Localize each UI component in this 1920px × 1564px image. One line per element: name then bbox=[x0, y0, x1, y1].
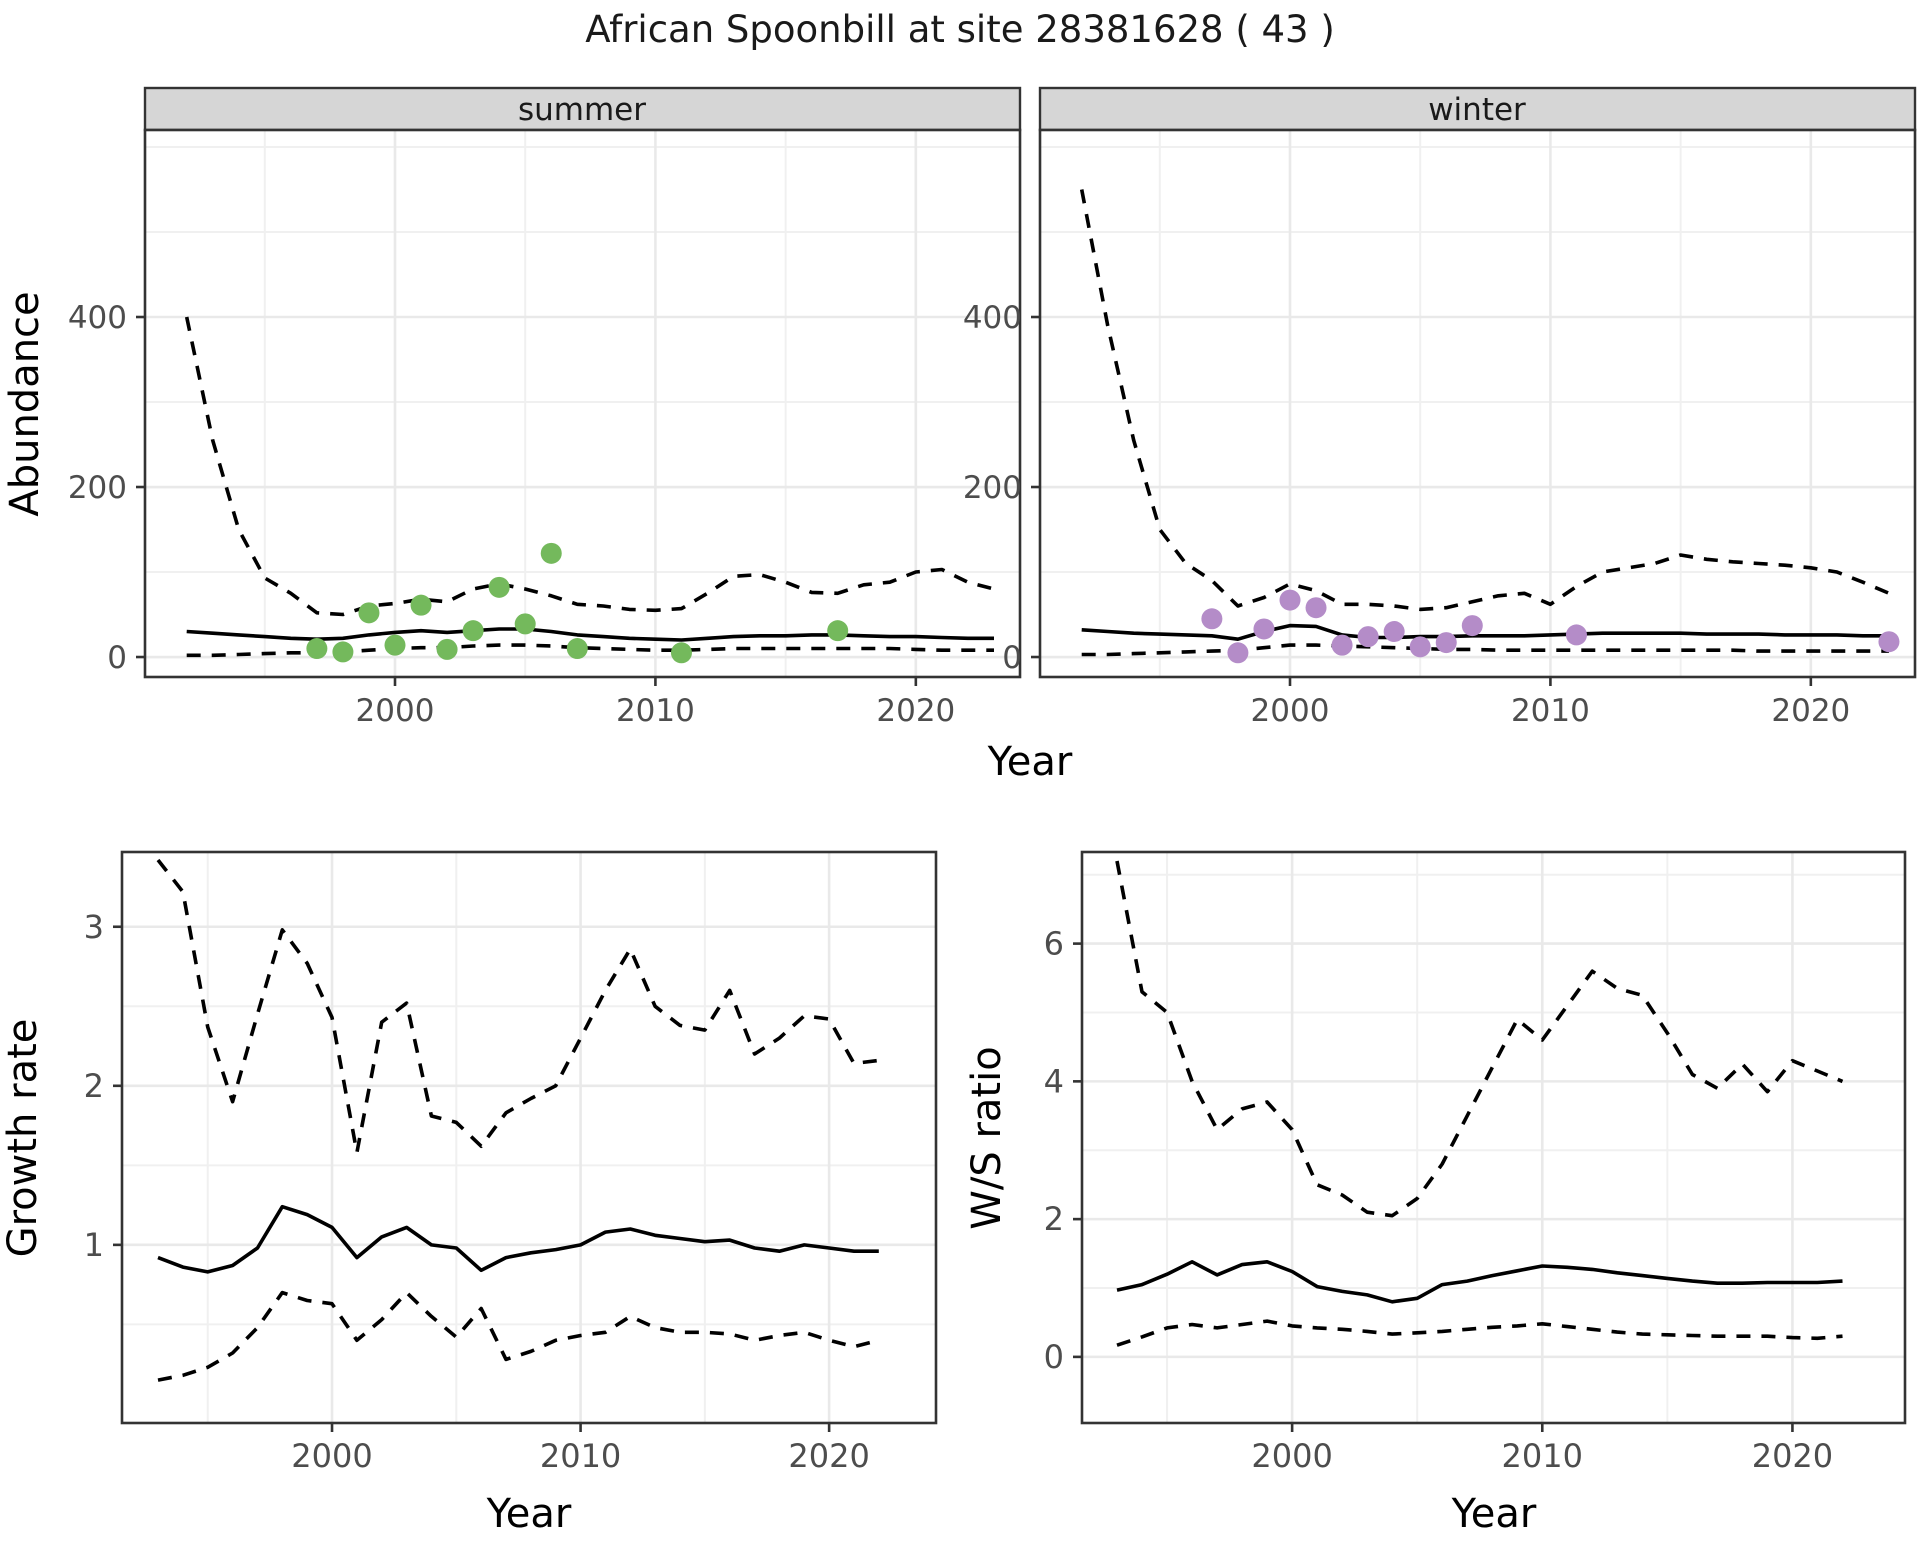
data-point-summer bbox=[332, 641, 354, 663]
page-title: African Spoonbill at site 28381628 ( 43 … bbox=[585, 8, 1335, 51]
ci-line-lower_ci bbox=[1081, 643, 1889, 657]
y-axis-title-growth: Growth rate bbox=[0, 1019, 46, 1258]
data-point-summer bbox=[670, 642, 692, 664]
y-tick-label: 200 bbox=[963, 470, 1022, 506]
x-tick-label: 2000 bbox=[1251, 693, 1330, 729]
facet-strip-label-summer: summer bbox=[518, 92, 646, 128]
x-tick-label: 2020 bbox=[788, 1437, 869, 1475]
data-point-summer bbox=[436, 638, 458, 660]
x-tick-label: 2010 bbox=[540, 1437, 621, 1475]
y-tick-label: 0 bbox=[1044, 1338, 1064, 1376]
x-axis-title-top: Year bbox=[987, 739, 1073, 785]
panel-w-s-ratio: 2000 2010 2020 0 2 4 6 bbox=[1044, 850, 1907, 1475]
x-axis-title-growth: Year bbox=[486, 1491, 572, 1537]
x-tick-label: 2020 bbox=[876, 693, 955, 729]
data-point-summer bbox=[384, 634, 406, 656]
data-point-summer bbox=[540, 542, 562, 564]
y-tick-label: 2 bbox=[84, 1067, 104, 1105]
data-point-winter bbox=[1565, 624, 1587, 646]
data-point-summer bbox=[827, 620, 849, 642]
data-point-winter bbox=[1878, 631, 1900, 653]
data-point-winter bbox=[1383, 621, 1405, 643]
panel-border bbox=[120, 850, 938, 1425]
data-point-winter bbox=[1201, 608, 1223, 630]
ci-line-lower_ci bbox=[157, 1290, 880, 1382]
y-axis-title-abundance: Abundance bbox=[2, 291, 48, 516]
data-point-summer bbox=[462, 620, 484, 642]
y-tick-label: 0 bbox=[107, 640, 127, 676]
ci-line-upper_ci bbox=[1115, 860, 1844, 1218]
mean-line bbox=[1116, 1260, 1843, 1304]
data-point-winter bbox=[1331, 634, 1353, 656]
data-point-winter bbox=[1279, 589, 1301, 611]
data-point-winter bbox=[1461, 615, 1483, 637]
y-tick-label: 200 bbox=[68, 470, 127, 506]
y-tick-label: 2 bbox=[1044, 1200, 1064, 1238]
x-tick-label: 2000 bbox=[291, 1437, 372, 1475]
x-tick-label: 2010 bbox=[1502, 1437, 1583, 1475]
y-tick-label: 0 bbox=[1002, 640, 1022, 676]
x-tick-label: 2000 bbox=[356, 693, 435, 729]
y-tick-label: 3 bbox=[84, 908, 104, 946]
y-tick-label: 6 bbox=[1044, 925, 1064, 963]
data-point-summer bbox=[488, 576, 510, 598]
facet-strip-label-winter: winter bbox=[1428, 92, 1526, 128]
panel-background bbox=[1040, 130, 1915, 677]
data-point-winter bbox=[1227, 642, 1249, 664]
data-point-summer bbox=[306, 638, 328, 660]
data-point-summer bbox=[514, 613, 536, 635]
x-tick-label: 2000 bbox=[1251, 1437, 1332, 1475]
data-point-winter bbox=[1409, 636, 1431, 658]
data-point-summer bbox=[410, 594, 432, 616]
facet-strip-winter: winter bbox=[1038, 86, 1917, 132]
panel-growth-rate: 2000 2010 2020 1 2 3 bbox=[84, 850, 938, 1475]
y-axis-title-ws: W/S ratio bbox=[964, 1046, 1010, 1229]
mean-line bbox=[1081, 623, 1889, 642]
y-tick-label: 4 bbox=[1044, 1062, 1064, 1100]
data-point-winter bbox=[1435, 632, 1457, 654]
ci-line-lower_ci bbox=[1116, 1319, 1843, 1347]
x-axis-title-ws: Year bbox=[1451, 1491, 1537, 1537]
y-tick-label: 400 bbox=[963, 300, 1022, 336]
panel-background bbox=[1082, 852, 1905, 1423]
facet-strip-summer: summer bbox=[143, 86, 1022, 132]
data-point-winter bbox=[1357, 626, 1379, 648]
x-tick-label: 2020 bbox=[1752, 1437, 1833, 1475]
panel-border bbox=[143, 128, 1022, 679]
ci-line-upper_ci bbox=[184, 316, 995, 617]
panel-background bbox=[145, 130, 1020, 677]
panel-border bbox=[1080, 850, 1907, 1425]
y-tick-label: 1 bbox=[84, 1226, 104, 1264]
data-point-summer bbox=[358, 602, 380, 624]
mean-line bbox=[157, 1204, 879, 1274]
panel-winter: 2000 2010 2020 0 200 400 bbox=[963, 128, 1917, 729]
data-point-summer bbox=[566, 638, 588, 660]
data-point-winter bbox=[1253, 618, 1275, 640]
data-point-winter bbox=[1305, 597, 1327, 619]
x-tick-label: 2010 bbox=[616, 693, 695, 729]
ci-line-upper_ci bbox=[1079, 189, 1890, 612]
y-tick-label: 400 bbox=[68, 300, 127, 336]
x-tick-label: 2010 bbox=[1511, 693, 1590, 729]
x-tick-label: 2020 bbox=[1771, 693, 1850, 729]
panel-border bbox=[1038, 128, 1917, 679]
panel-background bbox=[122, 852, 936, 1423]
ci-line-upper_ci bbox=[156, 858, 880, 1155]
